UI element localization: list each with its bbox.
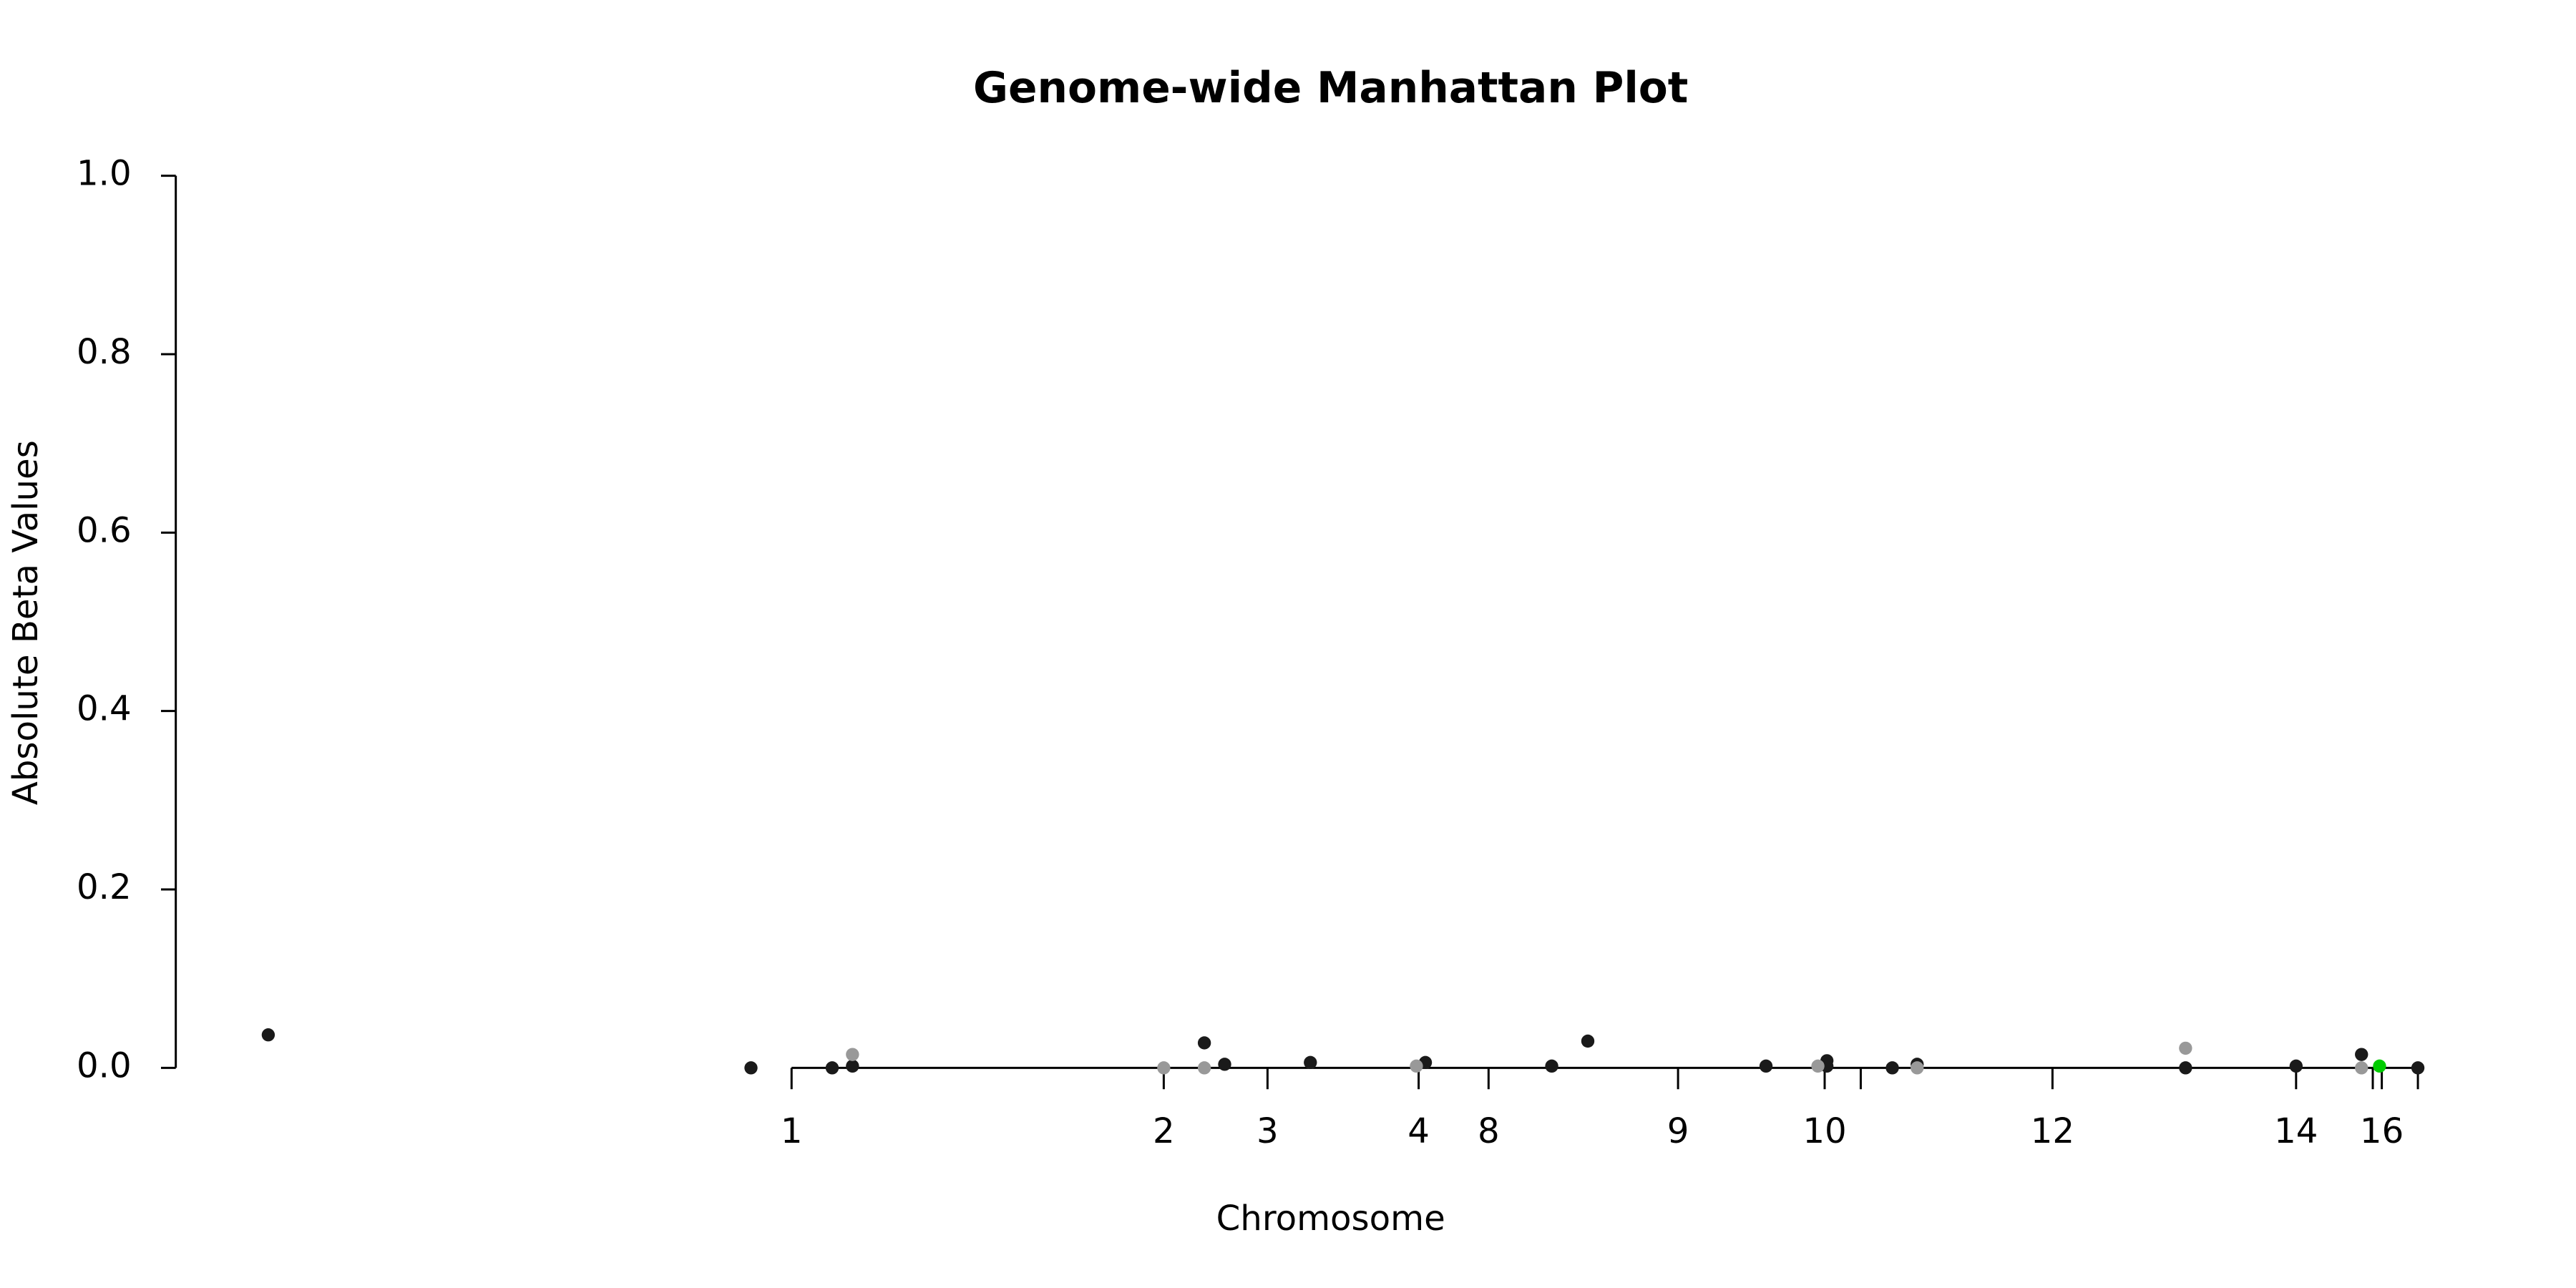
x-axis-label: Chromosome bbox=[1216, 1199, 1445, 1239]
x-tick-label: 8 bbox=[1478, 1111, 1500, 1151]
data-point bbox=[2373, 1059, 2386, 1073]
data-point bbox=[1759, 1059, 1773, 1073]
data-point bbox=[2179, 1041, 2192, 1055]
data-point bbox=[1197, 1036, 1211, 1050]
data-point bbox=[1218, 1058, 1231, 1071]
x-tick-label: 12 bbox=[2031, 1111, 2074, 1151]
y-axis-label: Absolute Beta Values bbox=[6, 440, 46, 805]
x-tick-label: 1 bbox=[781, 1111, 803, 1151]
data-point bbox=[1911, 1061, 1924, 1075]
x-tick-label: 4 bbox=[1407, 1111, 1430, 1151]
data-point bbox=[1157, 1061, 1171, 1075]
data-point bbox=[1811, 1059, 1825, 1073]
data-point bbox=[1304, 1055, 1317, 1070]
data-point bbox=[261, 1028, 275, 1042]
y-tick-label: 0.4 bbox=[77, 689, 132, 729]
x-tick-label: 3 bbox=[1257, 1111, 1279, 1151]
y-tick-label: 1.0 bbox=[77, 154, 132, 194]
data-point bbox=[2411, 1061, 2425, 1075]
y-tick-label: 0.2 bbox=[77, 867, 132, 907]
x-tick-label: 2 bbox=[1153, 1111, 1175, 1151]
y-tick-label: 0.0 bbox=[77, 1045, 132, 1085]
data-point bbox=[846, 1048, 859, 1061]
x-tick-label: 10 bbox=[1802, 1111, 1846, 1151]
y-tick-label: 0.8 bbox=[77, 332, 132, 372]
data-point bbox=[1581, 1034, 1595, 1048]
data-point bbox=[2179, 1061, 2192, 1075]
data-point bbox=[2289, 1059, 2303, 1073]
data-point bbox=[1885, 1061, 1899, 1075]
data-point bbox=[744, 1061, 758, 1075]
y-tick-label: 0.6 bbox=[77, 510, 132, 550]
x-tick-label: 16 bbox=[2360, 1111, 2404, 1151]
x-tick-label: 9 bbox=[1667, 1111, 1689, 1151]
chart-title: Genome-wide Manhattan Plot bbox=[973, 64, 1688, 113]
data-point bbox=[2355, 1048, 2368, 1061]
data-point bbox=[1545, 1059, 1558, 1073]
data-point bbox=[1410, 1059, 1423, 1073]
x-tick-label: 14 bbox=[2274, 1111, 2318, 1151]
data-point bbox=[1820, 1059, 1834, 1073]
data-point bbox=[2355, 1061, 2368, 1075]
data-point bbox=[846, 1059, 859, 1073]
data-point bbox=[1197, 1061, 1211, 1075]
data-point bbox=[825, 1061, 839, 1075]
